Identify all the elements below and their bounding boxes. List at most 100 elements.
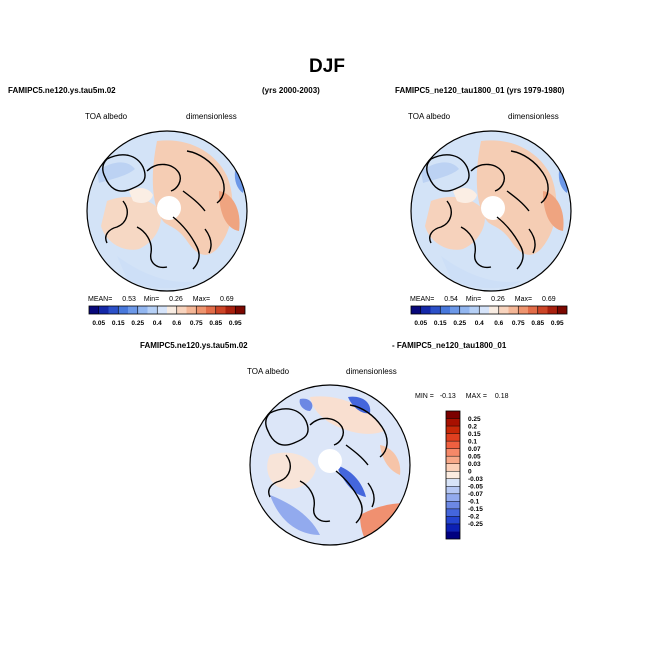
diff-max-value: 0.18 bbox=[494, 393, 509, 400]
diff-blue-patch-sw bbox=[270, 495, 320, 535]
colorbar-segment bbox=[450, 306, 460, 314]
figure-title: DJF bbox=[309, 56, 345, 77]
colorbar-frame bbox=[410, 305, 568, 315]
colorbar-segment bbox=[157, 306, 167, 314]
diff-variable-label: TOA albedo bbox=[247, 367, 290, 376]
colorbar-segment bbox=[469, 306, 480, 314]
colorbar-tick-label: 0.4 bbox=[475, 320, 484, 327]
panel1-mean-value: 0.53 bbox=[122, 296, 136, 303]
colorbar-segment bbox=[108, 306, 119, 314]
colorbar-segment bbox=[518, 306, 528, 314]
colorbar-segment bbox=[446, 523, 460, 532]
colorbar-segment bbox=[498, 306, 509, 314]
panel2-polar-map bbox=[410, 130, 572, 292]
panel2-stats: MEAN= 0.54 Min= 0.26 Max= 0.69 bbox=[410, 296, 556, 303]
colorbar-segment bbox=[167, 306, 177, 314]
colorbar-segment bbox=[430, 306, 441, 314]
colorbar-tick-label: 0.05 bbox=[92, 320, 105, 327]
colorbar-tick-label: 0.03 bbox=[468, 461, 481, 468]
colorbar-segment bbox=[196, 306, 206, 314]
diff-min-label: MIN = bbox=[415, 393, 434, 400]
colorbar-tick-label: 0.85 bbox=[531, 320, 544, 327]
diff-blue-patch-nw bbox=[299, 398, 313, 411]
panel1-arctic-archipelago-field bbox=[129, 187, 153, 203]
colorbar-tick-label: -0.2 bbox=[468, 514, 480, 521]
panel2-min-label: Min= bbox=[465, 296, 482, 303]
colorbar-tick-label: 0.6 bbox=[494, 320, 503, 327]
colorbar-segment bbox=[446, 463, 460, 472]
colorbar-tick-label: -0.15 bbox=[468, 506, 483, 513]
panel2-east-siberia-blue-field bbox=[558, 171, 568, 193]
colorbar-tick-label: 0.1 bbox=[468, 438, 477, 445]
colorbar-tick-label: 0.95 bbox=[229, 320, 242, 327]
panel2-units-label: dimensionless bbox=[508, 112, 559, 121]
colorbar-segment bbox=[176, 306, 187, 314]
panel1-siberia-warm-field bbox=[219, 191, 240, 231]
colorbar-tick-label: 0.25 bbox=[468, 416, 481, 423]
colorbar-tick-label: 0.85 bbox=[209, 320, 222, 327]
panel1-stats: MEAN= 0.53 Min= 0.26 Max= 0.69 bbox=[88, 296, 234, 303]
panel2-map-border bbox=[410, 130, 572, 292]
colorbar-segment bbox=[446, 516, 460, 524]
panel2-max-label: Max= bbox=[514, 296, 533, 303]
colorbar-segment bbox=[446, 441, 460, 449]
panel1-min-label: Min= bbox=[143, 296, 160, 303]
colorbar-segment bbox=[446, 501, 460, 509]
panel2-coastlines bbox=[426, 150, 549, 270]
diff-stats: MIN = -0.13 MAX = 0.18 bbox=[415, 393, 509, 400]
diff-map-border bbox=[249, 384, 411, 546]
colorbar-tick-label: -0.25 bbox=[468, 521, 483, 528]
panel2-north-america-field bbox=[425, 196, 485, 250]
colorbar-segment bbox=[508, 306, 519, 314]
colorbar-segment bbox=[446, 478, 460, 487]
panel1-years-label: (yrs 2000-2003) bbox=[262, 86, 320, 95]
colorbar-segment bbox=[557, 306, 567, 314]
panel2-mean-value: 0.54 bbox=[444, 296, 458, 303]
colorbar-segment bbox=[186, 306, 197, 314]
colorbar-segment bbox=[528, 306, 538, 314]
panel1-mean-label: MEAN= bbox=[88, 296, 113, 303]
colorbar-tick-label: 0.25 bbox=[453, 320, 466, 327]
colorbar-tick-label: 0.05 bbox=[414, 320, 427, 327]
colorbar-segment bbox=[89, 306, 99, 314]
colorbar-tick-label: -0.03 bbox=[468, 476, 483, 483]
colorbar-tick-label: 0.15 bbox=[434, 320, 447, 327]
panel1-map-border bbox=[86, 130, 248, 292]
colorbar-segment bbox=[446, 411, 460, 419]
colorbar-tick-label: 0.15 bbox=[468, 431, 481, 438]
colorbar-segment bbox=[137, 306, 148, 314]
panel1-max-value: 0.69 bbox=[220, 296, 234, 303]
colorbar-tick-label: 0.6 bbox=[172, 320, 181, 327]
colorbar-tick-label: -0.07 bbox=[468, 491, 483, 498]
panel1-units-label: dimensionless bbox=[186, 112, 237, 121]
panel1-pacific-cool-field bbox=[97, 162, 135, 183]
panel2-max-value: 0.69 bbox=[542, 296, 556, 303]
colorbar-segment bbox=[440, 306, 450, 314]
panel1-coastlines bbox=[102, 150, 225, 270]
panel2-mean-label: MEAN= bbox=[410, 296, 435, 303]
colorbar-segment bbox=[479, 306, 489, 314]
colorbar-tick-label: -0.1 bbox=[468, 499, 480, 506]
colorbar-segment bbox=[446, 531, 460, 539]
colorbar-tick-label: 0.95 bbox=[551, 320, 564, 327]
panel1-polar-map bbox=[86, 130, 248, 292]
diff-units-label: dimensionless bbox=[346, 367, 397, 376]
colorbar-segment bbox=[537, 306, 548, 314]
panel1-max-label: Max= bbox=[192, 296, 211, 303]
panel1-eurasia-field bbox=[152, 140, 233, 255]
colorbar-segment bbox=[446, 448, 460, 457]
colorbar-segment bbox=[446, 433, 460, 442]
colorbar-segment bbox=[225, 306, 236, 314]
diff-polar-missing bbox=[318, 449, 342, 473]
panel2-siberia-warm-field bbox=[543, 191, 564, 231]
colorbar-tick-label: 0.07 bbox=[468, 446, 481, 453]
diff-warm-patch-north bbox=[310, 396, 384, 434]
panel2-eurasia-field bbox=[476, 140, 557, 255]
colorbar-segment bbox=[118, 306, 128, 314]
panel1-case-label: FAMIPC5.ne120.ys.tau5m.02 bbox=[8, 86, 116, 95]
colorbar-tick-label: 0.75 bbox=[190, 320, 203, 327]
panel2-variable-label: TOA albedo bbox=[408, 112, 451, 121]
diff-coastlines bbox=[265, 404, 388, 524]
colorbar-tick-label: 0.05 bbox=[468, 453, 481, 460]
diff-colorbar: 0.250.20.150.10.070.050.030-0.03-0.05-0.… bbox=[445, 410, 483, 540]
